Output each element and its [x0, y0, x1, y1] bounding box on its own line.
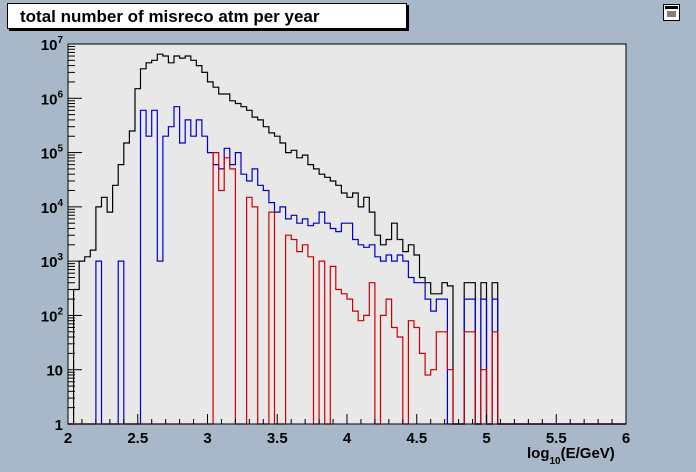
y-tick-label: 102 [41, 306, 64, 325]
histogram-series-0 [68, 53, 626, 425]
x-tick-label: 2 [64, 430, 72, 447]
axis-layer: 2 2.5 3 3.5 4 4.5 5 5.5 6 1 10 102 103 104 105 106 107 [41, 35, 630, 447]
x-tick-label: 5.5 [546, 430, 567, 447]
plot-frame [67, 43, 627, 425]
svg-text:log10(E/GeV): log10(E/GeV) [527, 445, 615, 467]
x-axis-title-rest: (E/GeV) [561, 445, 615, 462]
x-tick-label: 5 [482, 430, 490, 447]
x-tick-label: 3.5 [267, 430, 288, 447]
y-tick-label: 107 [41, 35, 64, 54]
chart-title: total number of misreco atm per year [20, 7, 320, 26]
y-tick-label: 104 [41, 198, 64, 217]
x-tick-label: 2.5 [127, 430, 148, 447]
y-tick-label: 105 [41, 144, 64, 163]
x-tick-label: 3 [203, 430, 211, 447]
x-tick-label: 4.5 [406, 430, 427, 447]
x-tick-label: 6 [622, 430, 630, 447]
y-tick-label: 1 [55, 417, 63, 434]
y-tick-label: 10 [46, 363, 63, 380]
x-axis-title: log10(E/GeV) [527, 445, 615, 467]
y-tick-label: 106 [41, 89, 64, 108]
y-tick-label: 103 [41, 252, 64, 271]
canvas-editor-icon[interactable] [663, 4, 680, 21]
x-axis-title-main: log [527, 445, 550, 462]
x-axis-title-sub: 10 [550, 456, 562, 467]
editor-icon-glyph [665, 6, 678, 17]
x-tick-label: 4 [343, 430, 352, 447]
title-box: total number of misreco atm per year [7, 3, 407, 29]
